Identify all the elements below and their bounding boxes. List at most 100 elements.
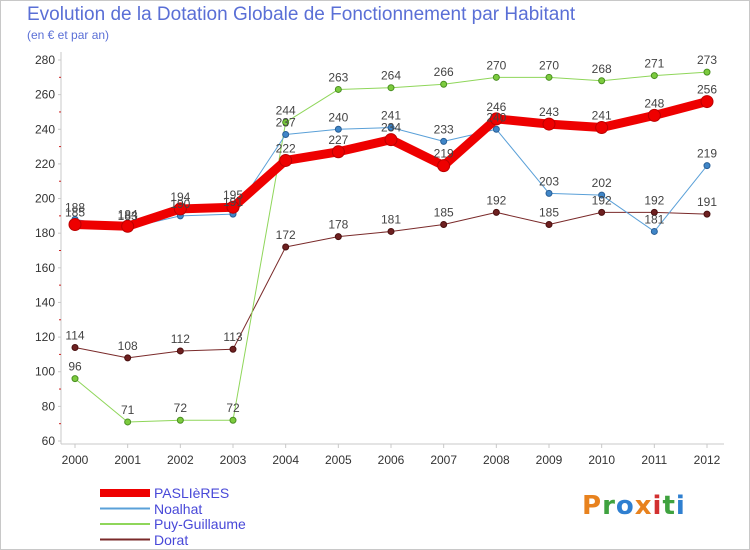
data-label: 241 — [592, 109, 612, 123]
data-label: 219 — [434, 147, 454, 161]
data-label: 202 — [592, 176, 612, 190]
y-tick-label: 100 — [35, 365, 55, 379]
data-point — [384, 133, 398, 147]
data-point — [492, 208, 500, 216]
x-tick-label: 2002 — [167, 453, 194, 467]
legend-label: Noalhat — [154, 500, 203, 517]
data-label: 191 — [223, 195, 243, 209]
data-label: 96 — [68, 360, 82, 374]
data-point — [229, 345, 237, 353]
data-label: 185 — [434, 206, 454, 220]
data-point — [703, 68, 711, 76]
data-point — [334, 85, 342, 93]
data-point — [282, 243, 290, 251]
data-label: 190 — [170, 197, 190, 211]
data-point — [598, 77, 606, 85]
data-point — [387, 227, 395, 235]
x-tick-label: 2000 — [62, 453, 89, 467]
data-point — [440, 80, 448, 88]
data-label: 185 — [539, 206, 559, 220]
legend-label: Puy-Guillaume — [154, 516, 246, 532]
data-label: 270 — [486, 58, 506, 72]
data-label: 233 — [434, 122, 454, 136]
data-point — [440, 137, 448, 145]
data-point — [595, 121, 609, 135]
data-label: 273 — [697, 53, 717, 67]
data-label: 219 — [697, 147, 717, 161]
data-label: 194 — [170, 190, 190, 204]
data-label: 192 — [486, 193, 506, 207]
data-label: 270 — [539, 58, 559, 72]
data-label: 222 — [276, 141, 296, 155]
data-point — [492, 73, 500, 81]
y-tick-label: 280 — [35, 53, 55, 67]
data-point — [124, 354, 132, 362]
data-label: 237 — [276, 115, 296, 129]
data-point — [173, 202, 187, 216]
x-tick-label: 2003 — [220, 453, 247, 467]
data-point — [598, 191, 606, 199]
data-point — [226, 200, 240, 214]
data-label: 192 — [644, 193, 664, 207]
x-tick-label: 2001 — [114, 453, 141, 467]
data-point — [437, 159, 451, 173]
data-point — [68, 218, 82, 232]
data-label: 71 — [121, 403, 135, 417]
y-tick-label: 160 — [35, 261, 55, 275]
data-label: 266 — [434, 65, 454, 79]
data-point — [229, 416, 237, 424]
data-point — [440, 221, 448, 229]
data-label: 203 — [539, 174, 559, 188]
data-point — [71, 375, 79, 383]
y-tick-label: 180 — [35, 226, 55, 240]
data-label: 241 — [381, 109, 401, 123]
data-point — [703, 162, 711, 170]
data-point — [124, 418, 132, 426]
data-label: 181 — [381, 212, 401, 226]
data-label: 108 — [118, 339, 138, 353]
data-label: 268 — [592, 62, 612, 76]
x-tick-label: 2008 — [483, 453, 510, 467]
data-label: 240 — [486, 110, 506, 124]
data-label: 246 — [486, 100, 506, 114]
y-tick-label: 240 — [35, 122, 55, 136]
data-label: 256 — [697, 83, 717, 97]
data-point — [542, 117, 556, 131]
y-tick-label: 80 — [42, 399, 56, 413]
x-tick-label: 2006 — [378, 453, 405, 467]
data-label: 248 — [644, 96, 664, 110]
data-label: 185 — [65, 206, 85, 220]
data-point — [489, 112, 503, 126]
data-point — [650, 208, 658, 216]
data-point — [282, 130, 290, 138]
data-label: 264 — [381, 69, 401, 83]
data-point — [650, 227, 658, 235]
x-tick-label: 2012 — [694, 453, 721, 467]
data-label: 114 — [65, 328, 84, 342]
data-label: 263 — [328, 70, 348, 84]
legend-label: PASLIèRES — [154, 485, 230, 501]
x-tick-label: 2011 — [641, 453, 667, 467]
data-label: 112 — [171, 332, 190, 346]
data-label: 191 — [697, 195, 717, 209]
data-label: 240 — [328, 110, 348, 124]
data-point — [545, 73, 553, 81]
chart-subtitle: (en € et par an) — [27, 28, 110, 42]
y-tick-label: 220 — [35, 157, 55, 171]
data-point — [703, 210, 711, 218]
data-point — [334, 125, 342, 133]
data-label: 243 — [539, 105, 559, 119]
data-label: 113 — [223, 330, 242, 344]
data-label: 181 — [644, 212, 664, 226]
data-label: 172 — [276, 228, 296, 242]
data-label: 183 — [118, 209, 138, 223]
legend-label: Dorat — [154, 531, 189, 548]
data-point — [545, 189, 553, 197]
y-tick-label: 140 — [35, 295, 55, 309]
proxiti-logo: Proxiti — [582, 491, 686, 521]
data-label: 227 — [328, 133, 348, 147]
data-label: 234 — [381, 121, 401, 135]
data-point — [387, 124, 395, 132]
